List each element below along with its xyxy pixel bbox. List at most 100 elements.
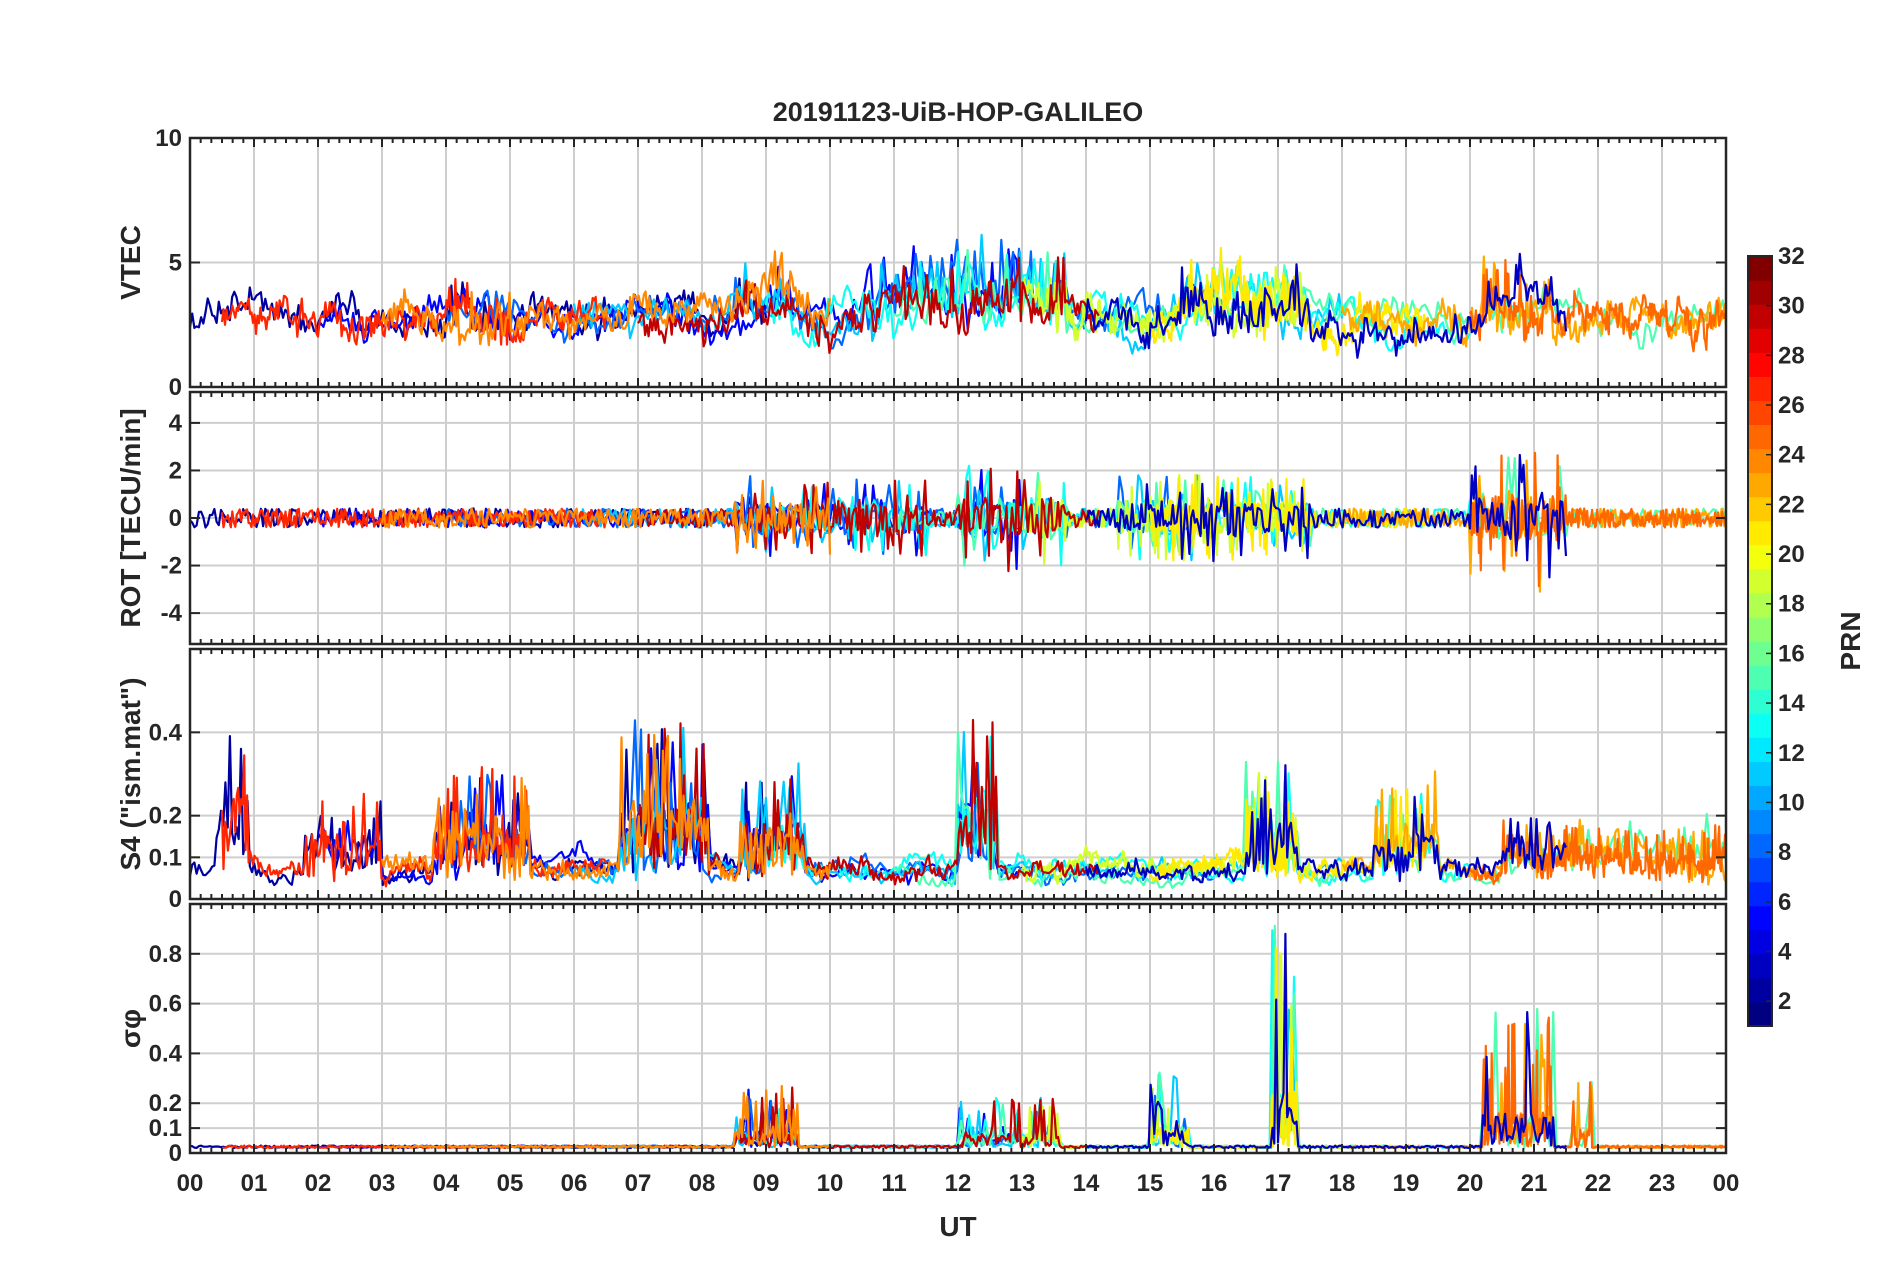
x-tick-label: 05 [497,1170,524,1197]
colorbar-swatch [1748,328,1772,353]
colorbar-tick-label: 22 [1778,491,1805,518]
y-tick-label: 0.4 [149,1040,183,1067]
colorbar-swatch [1748,496,1772,522]
y-axis-label: VTEC [115,225,146,300]
colorbar-swatch [1748,1001,1772,1027]
y-tick-label: 0 [169,886,182,913]
series-prn-line [636,467,1100,573]
panel-sigma: 00.10.2 0.4 0.6 0.8 σφ [115,902,1728,1167]
colorbar-swatch [1748,520,1772,546]
colorbar-tick-label: 10 [1778,789,1805,816]
x-axis-label: UT [939,1211,976,1242]
x-tick-label: 04 [433,1170,460,1197]
series-prn-line [318,1088,1024,1150]
series-prn-line [380,479,832,555]
colorbar-swatch [1748,713,1772,738]
series-prn-line [1340,255,1726,348]
colorbar-swatch [1748,977,1772,1003]
y-axis-label: ROT [TECU/min] [115,408,146,627]
series-prn-line [1085,453,1568,579]
colorbar-swatch [1748,424,1772,450]
colorbar-tick-label: 16 [1778,640,1805,667]
colorbar-swatch [1748,448,1772,474]
y-tick-label: 0.6 [149,991,182,1018]
colorbar-swatch [1748,689,1772,714]
y-tick-label: 0.8 [149,941,182,968]
series-prn-line [1469,451,1726,588]
x-tick-label: 16 [1201,1170,1228,1197]
series-prn-line [1469,258,1726,353]
x-tick-label: 12 [945,1170,972,1197]
colorbar-swatch [1748,256,1772,281]
colorbar-swatch [1748,592,1772,618]
x-tick-label: 06 [561,1170,588,1197]
colorbar-tick-label: 6 [1778,889,1791,916]
y-tick-label: 0 [169,505,182,532]
colorbar-tick-label: 30 [1778,293,1805,320]
x-tick-label: 11 [881,1170,906,1197]
colorbar-tick-label: 8 [1778,839,1791,866]
y-tick-label: 0.2 [149,803,182,830]
x-tick-label: 17 [1265,1170,1292,1197]
series-prn-line [1085,932,1567,1150]
colorbar-swatch [1748,616,1772,642]
x-tick-label: 00 [1713,1170,1740,1197]
x-tick-label: 20 [1457,1170,1484,1197]
y-tick-label: 4 [169,410,183,437]
y-tick-label: 0 [169,1140,182,1167]
colorbar-swatch [1748,809,1772,835]
x-tick-label: 22 [1585,1170,1612,1197]
colorbar-swatch [1748,737,1772,762]
colorbar-tick-label: 12 [1778,740,1805,767]
x-tick-label: 03 [369,1170,396,1197]
series-group [190,451,1726,593]
x-tick-label: 15 [1137,1170,1164,1197]
colorbar-tick-label: 24 [1778,442,1805,469]
x-tick-label: 02 [305,1170,332,1197]
y-tick-label: 10 [155,125,182,152]
colorbar-tick-label: 2 [1778,988,1791,1015]
colorbar-swatch [1748,400,1772,426]
panel-vtec: 0 5 10 VTEC [115,125,1728,401]
panel-rot: -4 -2 0 2 4 ROT [TECU/min] [115,390,1728,646]
colorbar-swatch [1748,905,1772,931]
x-tick-label: 23 [1649,1170,1676,1197]
series-prn-line [764,250,1472,352]
x-tick-label: 08 [689,1170,716,1197]
colorbar-swatch [1748,280,1772,305]
series-prn-line [220,507,608,529]
y-tick-label: -2 [161,553,182,580]
x-tick-label: 10 [817,1170,844,1197]
colorbar-label: PRN [1835,611,1866,670]
series-prn-line [381,1084,831,1150]
x-tick-label: 21 [1521,1170,1548,1197]
series-group [190,233,1726,359]
y-tick-label: 0.4 [149,719,183,746]
series-prn-line [636,718,1100,886]
colorbar-tick-label: 14 [1778,690,1805,717]
chart-title: 20191123-UiB-HOP-GALILEO [773,97,1144,127]
y-tick-label: 0.1 [149,844,182,871]
y-tick-label: -4 [161,600,183,627]
x-tick-label: 00 [177,1170,204,1197]
colorbar-swatch [1748,665,1772,690]
x-tick-label: 07 [625,1170,652,1197]
series-prn-line [380,733,832,882]
series-prn-line [1020,952,1311,1150]
x-tick-label: 19 [1393,1170,1420,1197]
x-tick-label: 09 [753,1170,780,1197]
colorbar-tick-label: 32 [1778,243,1805,270]
colorbar-swatch [1748,544,1772,570]
y-tick-label: 0.1 [149,1115,182,1142]
y-axis-label: S4 ("ism.mat") [115,677,146,870]
colorbar-swatch [1748,376,1772,401]
y-tick-label: 0 [169,374,182,401]
x-tick-label: 14 [1073,1170,1100,1197]
colorbar-tick-label: 4 [1778,938,1792,965]
colorbar-swatch [1748,352,1772,377]
colorbar-swatch [1748,568,1772,594]
panel-s4: 0 0.1 0.2 0.4S4 ("ism.mat") [115,647,1728,913]
colorbar-swatch [1748,472,1772,498]
x-tick-label: 01 [241,1170,268,1197]
y-tick-label: 5 [169,250,182,277]
